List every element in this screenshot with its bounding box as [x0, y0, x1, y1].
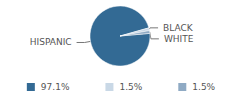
svg-text:BLACK: BLACK: [163, 23, 194, 33]
svg-text:97.1%: 97.1%: [41, 82, 70, 92]
svg-text:HISPANIC: HISPANIC: [30, 37, 72, 47]
svg-text:1.5%: 1.5%: [119, 82, 142, 92]
svg-text:WHITE: WHITE: [164, 34, 194, 44]
svg-text:1.5%: 1.5%: [192, 82, 215, 92]
